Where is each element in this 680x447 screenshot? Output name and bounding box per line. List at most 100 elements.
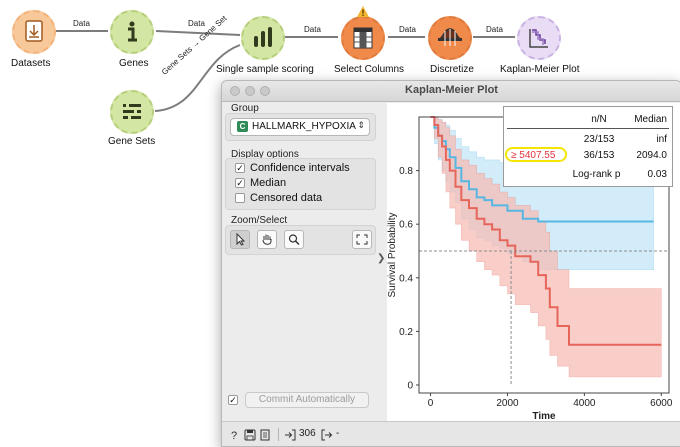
pan-tool-button[interactable] [257,230,277,249]
kaplan-meier-dialog: Kaplan-Meier Plot Group C HALLMARK_HYPOX… [221,80,680,447]
zoom-select-box [225,225,376,255]
logrank-label: Log-rank p [572,169,621,180]
km-plot-area[interactable]: 0 0.2 0.4 0.6 0.8 0 2000 4000 6000 Time Survival P… [387,103,680,421]
node-label-single-sample-scoring: Single sample scoring [216,64,314,75]
confidence-intervals-checkbox[interactable]: ✓ [235,163,245,173]
link-label-sss-select: Data [304,25,321,34]
censored-data-label: Censored data [250,192,323,204]
pointer-icon [236,232,246,246]
confidence-intervals-label: Confidence intervals [250,162,350,174]
input-count: 306 [299,428,316,439]
median-label: Median [250,177,287,189]
minimize-window-button[interactable] [245,86,255,96]
output-icon [321,429,333,441]
reset-zoom-button[interactable] [352,230,372,249]
combo-arrows-icon: ⇕ [357,120,365,130]
ci-band-high [430,116,662,378]
stats-row1-median: inf [656,134,667,145]
node-label-kaplan-meier-plot: Kaplan-Meier Plot [500,64,580,75]
link-label-datasets-genes: Data [73,19,90,28]
help-icon[interactable]: ? [229,429,241,441]
svg-text:?: ? [231,430,237,441]
median-checkbox[interactable]: ✓ [235,178,245,188]
dialog-titlebar[interactable]: Kaplan-Meier Plot [222,81,680,102]
link-label-select-discretize: Data [399,25,416,34]
y-tick-label: 0 [407,380,413,391]
link-genes-sss [155,30,241,36]
x-tick-label: 4000 [573,398,596,409]
node-gene-sets[interactable] [110,90,154,134]
node-label-discretize: Discretize [430,64,474,75]
display-options-title: Display options [231,149,299,160]
close-window-button[interactable] [230,86,240,96]
maximize-window-button[interactable] [260,86,270,96]
stats-row1-nN: 23/153 [583,134,615,145]
continuous-variable-icon: C [237,121,248,132]
y-tick-label: 0.2 [399,327,413,338]
highlight-ring [505,147,567,162]
dialog-title: Kaplan-Meier Plot [405,84,498,96]
hand-icon [262,234,272,245]
status-separator [278,428,279,441]
y-tick-label: 0.8 [399,166,413,177]
zoom-tool-button[interactable] [284,230,304,249]
status-bar: ? 306 - [222,421,680,446]
info-icon [128,21,137,42]
censored-data-checkbox[interactable] [235,193,245,203]
link-label-genes-sss: Data [188,19,205,28]
statistics-table: n/N Median 23/153 inf ≥ 5407.55 36/153 2… [503,106,673,187]
stats-row2-nN: 36/153 [583,150,615,161]
link-genesets-sss [154,44,241,112]
stats-header-nN: n/N [591,114,607,125]
display-options-box: ✓ Confidence intervals ✓ Median Censored… [225,158,376,210]
output-count: - [336,428,340,439]
group-combobox[interactable]: C HALLMARK_HYPOXIA ⇕ [230,118,370,136]
node-label-genes: Genes [119,58,149,69]
logrank-value: 0.03 [647,169,667,180]
node-datasets[interactable] [12,10,56,54]
save-icon[interactable] [244,429,256,441]
node-label-select-columns: Select Columns [334,64,405,75]
report-icon[interactable] [259,429,271,441]
fit-icon [356,234,368,245]
bar-chart-icon [254,27,272,47]
commit-automatically-checkbox[interactable]: ✓ [228,395,238,405]
zoom-select-title: Zoom/Select [231,215,288,226]
pointer-tool-button[interactable] [230,230,250,249]
y-tick-label: 0.4 [399,273,413,284]
group-combobox-value: HALLMARK_HYPOXIA [252,121,356,132]
stats-header-median: Median [634,114,667,125]
x-tick-label: 6000 [650,398,673,409]
gene-sets-icon [123,103,141,120]
discretize-icon [438,28,462,46]
survival-curve-high [430,116,662,346]
commit-automatically-button[interactable]: Commit Automatically [245,392,369,408]
y-axis-label: Survival Probability [387,212,398,297]
node-genes[interactable] [110,10,154,54]
km-plot-icon [529,29,548,48]
datasets-icon [25,20,43,42]
node-label-datasets: Datasets [11,58,51,69]
node-discretize[interactable] [428,16,472,60]
node-label-gene-sets: Gene Sets [108,136,156,147]
group-section-title: Group [231,103,259,114]
link-label-discretize-km: Data [486,25,503,34]
warning-icon [357,6,369,17]
y-tick-label: 0.6 [399,220,413,231]
node-select-columns[interactable] [341,16,385,60]
select-columns-icon [353,27,373,49]
km-chart[interactable]: 0 0.2 0.4 0.6 0.8 0 2000 4000 6000 Time Survival P… [387,103,680,421]
node-kaplan-meier-plot[interactable] [517,16,561,60]
magnifier-icon [288,234,300,246]
x-tick-label: 2000 [496,398,519,409]
stats-row2-median: 2094.0 [636,150,667,161]
input-icon [285,429,296,441]
node-single-sample-scoring[interactable] [241,16,285,60]
stats-divider [507,128,669,129]
collapse-panel-arrow-icon[interactable]: ❯ [377,253,386,264]
group-box: C HALLMARK_HYPOXIA ⇕ [225,113,376,141]
x-tick-label: 0 [428,398,434,409]
stats-row2-group: ≥ 5407.55 [511,150,556,161]
